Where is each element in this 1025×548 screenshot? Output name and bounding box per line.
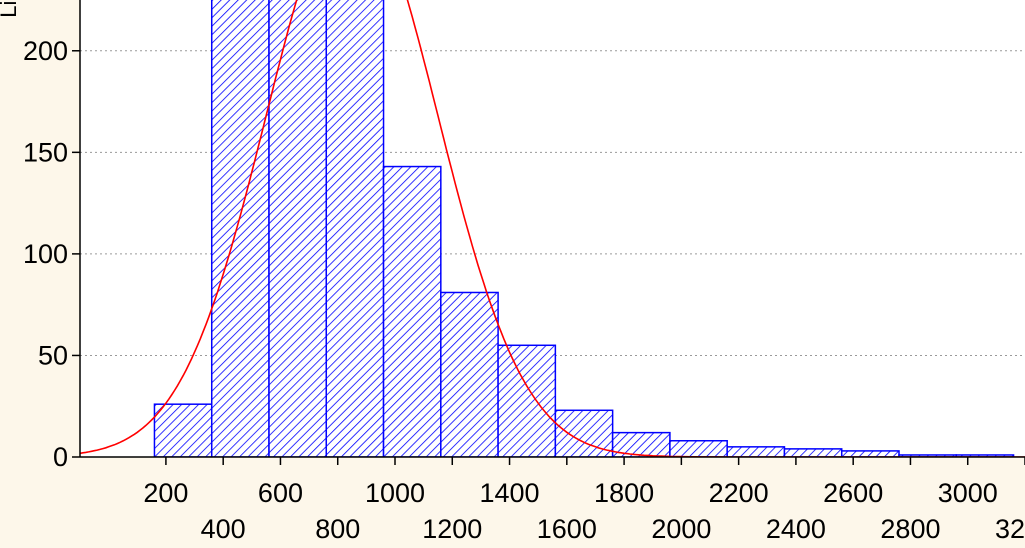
histogram-bar <box>325 0 385 457</box>
x-tick-label: 600 <box>258 478 303 508</box>
y-tick-label: 200 <box>23 36 68 66</box>
histogram-bar <box>497 344 557 457</box>
histogram-bar <box>783 448 843 457</box>
y-tick-label: 0 <box>53 442 68 472</box>
x-tick-label: 1400 <box>480 478 540 508</box>
y-axis-label: Liczba <box>0 0 21 18</box>
histogram-bar <box>440 291 499 457</box>
histogram-bar <box>955 454 1015 457</box>
normal-fit-curve-layer <box>80 0 1025 457</box>
y-tick-label: 100 <box>23 239 68 269</box>
x-axis-ticks: 200 600 1000 1400 1800 2200 2600 3000 400 800 1200… <box>143 457 1025 544</box>
histogram-bar <box>669 440 728 457</box>
y-tick-label: 50 <box>38 340 68 370</box>
histogram-bar <box>382 165 442 457</box>
histogram-bar <box>210 0 270 457</box>
x-tick-label: 2400 <box>766 514 826 544</box>
x-tick-label: 3200 <box>995 514 1025 544</box>
histogram-bar <box>840 450 900 457</box>
x-tick-label: 200 <box>143 478 188 508</box>
x-tick-label: 1600 <box>537 514 597 544</box>
x-tick-label: 2000 <box>651 514 711 544</box>
x-tick-label: 2200 <box>709 478 769 508</box>
x-tick-label: 3000 <box>938 478 998 508</box>
normal-fit-curve <box>80 0 1025 457</box>
histogram-bar <box>726 446 786 457</box>
x-tick-label: 1000 <box>365 478 425 508</box>
histogram-bars <box>153 0 1015 457</box>
x-tick-label: 2600 <box>823 478 883 508</box>
x-tick-label: 1800 <box>594 478 654 508</box>
x-tick-label: 2800 <box>880 514 940 544</box>
x-tick-label: 800 <box>315 514 360 544</box>
y-tick-label: 150 <box>23 137 68 167</box>
x-tick-label: 400 <box>201 514 246 544</box>
histogram-bar <box>268 0 328 457</box>
y-axis-ticks: 0 50 100 150 200 <box>23 36 80 472</box>
x-tick-label: 1200 <box>422 514 482 544</box>
histogram-bar <box>153 403 213 457</box>
